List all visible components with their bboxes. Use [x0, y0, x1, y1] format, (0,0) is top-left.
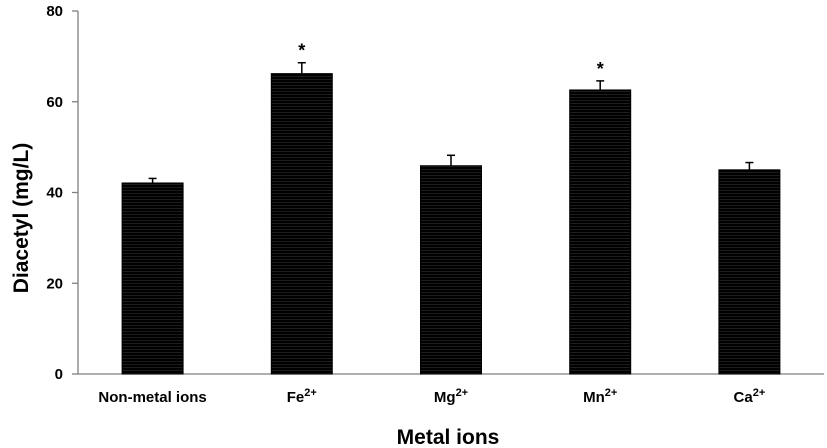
- x-tick-label: Ca2+: [734, 387, 766, 406]
- y-tick-label: 0: [55, 366, 63, 383]
- bar: [420, 165, 482, 375]
- y-tick-label: 80: [46, 3, 63, 20]
- x-axis-title: Metal ions: [397, 426, 500, 448]
- bar: [270, 73, 333, 375]
- significance-mark: *: [298, 41, 305, 61]
- y-tick-label: 40: [46, 185, 63, 202]
- bar: [718, 169, 781, 375]
- x-tick-label: Mg2+: [434, 387, 468, 406]
- x-tick-label: Non-metal ions: [98, 389, 206, 406]
- plot-area: 0 20 40 60 80 Non-metal ions * Fe2+ Mg2+ * Mn2+ Ca2…: [46, 3, 824, 406]
- significance-mark: *: [597, 59, 604, 79]
- y-tick-label: 60: [46, 94, 63, 111]
- y-axis-title: Diacetyl (mg/L): [10, 143, 33, 294]
- y-tick-label: 20: [46, 275, 63, 292]
- bar: [569, 89, 632, 375]
- x-tick-label: Mn2+: [583, 387, 617, 406]
- x-tick-label: Fe2+: [287, 387, 317, 406]
- bar: [121, 182, 184, 375]
